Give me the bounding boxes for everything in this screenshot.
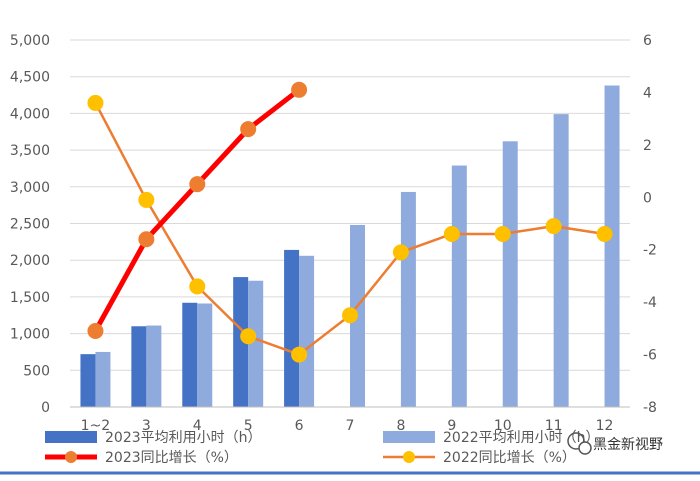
y-left-tick-label: 3,500 (10, 143, 50, 159)
y-right-tick-label: -2 (643, 243, 657, 259)
y-right-tick-label: 4 (643, 85, 652, 101)
axes: 0 500 1,000 1,500 2,000 2,500 3,000 3,500 4,000 4… (10, 33, 657, 434)
bar (299, 255, 315, 407)
line-point (443, 225, 460, 242)
line-point (494, 225, 511, 242)
bar (553, 114, 569, 407)
lines (87, 81, 613, 363)
x-tick-label: 11 (545, 418, 563, 434)
legend-label: 2023平均利用小时（h） (105, 430, 262, 446)
legend-label: 2022平均利用小时（h） (443, 430, 600, 446)
x-tick-label: 1~2 (81, 418, 111, 434)
wechat-logo-icon (567, 432, 592, 455)
x-tick-label: 3 (142, 418, 151, 434)
line-point (240, 121, 257, 138)
line-point (545, 218, 562, 235)
y-right-tick-label: 6 (643, 33, 652, 49)
y-left-tick-label: 5,000 (10, 33, 50, 49)
x-tick-label: 5 (244, 418, 253, 434)
y-left-tick-label: 0 (41, 400, 50, 416)
line-point (189, 278, 206, 295)
x-tick-label: 4 (193, 418, 202, 434)
bar (284, 249, 300, 407)
y-left-tick-label: 1,000 (10, 327, 50, 343)
y-left-tick-label: 500 (23, 363, 50, 379)
legend: 2023平均利用小时（h） 2022平均利用小时（h） 2023同比增长（%） 202… (45, 430, 600, 466)
line-point (291, 346, 308, 363)
x-tick-label: 6 (295, 418, 304, 434)
bar (502, 141, 518, 408)
bar (451, 165, 467, 407)
y-left-tick-label: 3,000 (10, 180, 50, 196)
bar (248, 280, 264, 407)
legend-swatch-marker (65, 451, 77, 463)
legend-swatch-marker (403, 451, 415, 463)
bar (233, 277, 249, 407)
x-tick-label: 8 (396, 418, 405, 434)
line-point (240, 328, 257, 345)
x-tick-label: 7 (346, 418, 355, 434)
bar (197, 303, 213, 407)
y-right-tick-label: -4 (643, 295, 657, 311)
line-point (138, 191, 155, 208)
y-right-tick-label: 2 (643, 138, 652, 154)
bar (95, 351, 111, 407)
line-point (87, 322, 104, 339)
bar (131, 326, 147, 407)
y-right-tick-label: -8 (643, 400, 657, 416)
line-point (291, 81, 308, 98)
line-point (87, 94, 104, 111)
line-point (342, 307, 358, 324)
legend-label: 2022同比增长（%） (443, 450, 576, 466)
watermark: 黑金新视野 (567, 432, 663, 455)
x-tick-label: 10 (494, 418, 512, 434)
y-right-tick-label: 0 (643, 190, 652, 206)
bar (182, 302, 198, 407)
bars (80, 85, 620, 408)
legend-swatch (383, 431, 435, 443)
bar (80, 354, 96, 407)
y-left-tick-label: 4,000 (10, 106, 50, 122)
bar (400, 191, 416, 407)
line-point (138, 231, 155, 248)
y-left-tick-label: 1,500 (10, 290, 50, 306)
bar (146, 325, 162, 407)
y-left-tick-label: 2,500 (10, 217, 50, 233)
y-right-tick-label: -6 (643, 348, 657, 364)
wechat-logo-bubble (578, 441, 592, 455)
x-tick-label: 12 (596, 418, 614, 434)
x-tick-label: 9 (447, 418, 456, 434)
line-point (596, 225, 613, 242)
y-left-tick-label: 4,500 (10, 70, 50, 86)
legend-label: 2023同比增长（%） (105, 450, 238, 466)
watermark-text: 黑金新视野 (593, 437, 663, 453)
legend-swatch (45, 431, 97, 443)
y-left-tick-label: 2,000 (10, 253, 50, 269)
line-point (189, 176, 206, 193)
bar (604, 85, 620, 408)
line-point (392, 244, 409, 261)
wechat-logo-bubble (567, 432, 585, 450)
